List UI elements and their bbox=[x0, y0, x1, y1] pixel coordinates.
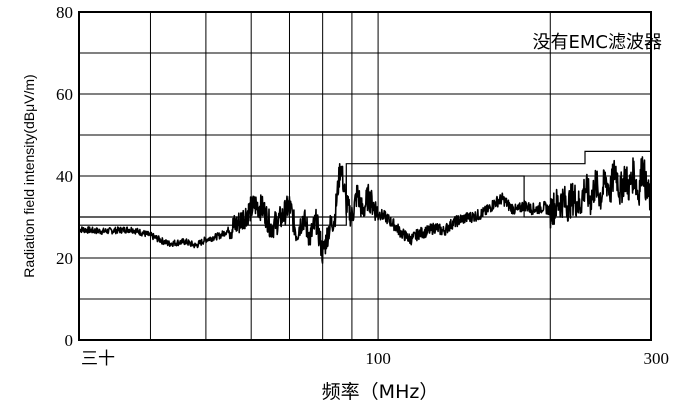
y-tick-labels: 0 20 40 60 80 bbox=[56, 3, 73, 350]
x-tick-label: 三十 bbox=[81, 349, 115, 368]
x-tick-label: 100 bbox=[365, 349, 391, 368]
spectrum-trace-group bbox=[78, 156, 652, 264]
spectrum-trace bbox=[78, 156, 652, 264]
y-tick-label: 0 bbox=[65, 331, 74, 350]
y-tick-label: 80 bbox=[56, 3, 73, 22]
plot-frame bbox=[78, 11, 652, 341]
y-tick-label: 40 bbox=[56, 167, 73, 186]
chart-annotation: 没有EMC滤波器 bbox=[533, 32, 662, 53]
y-tick-label: 20 bbox=[56, 249, 73, 268]
x-axis-label: 频率（MHz） bbox=[322, 381, 439, 403]
y-axis-label: Radiation field intensity(dBμV/m) bbox=[21, 74, 37, 277]
x-tick-label: 300 bbox=[644, 349, 670, 368]
x-tick-labels: 三十 100 300 bbox=[81, 349, 669, 368]
y-tick-label: 60 bbox=[56, 85, 73, 104]
